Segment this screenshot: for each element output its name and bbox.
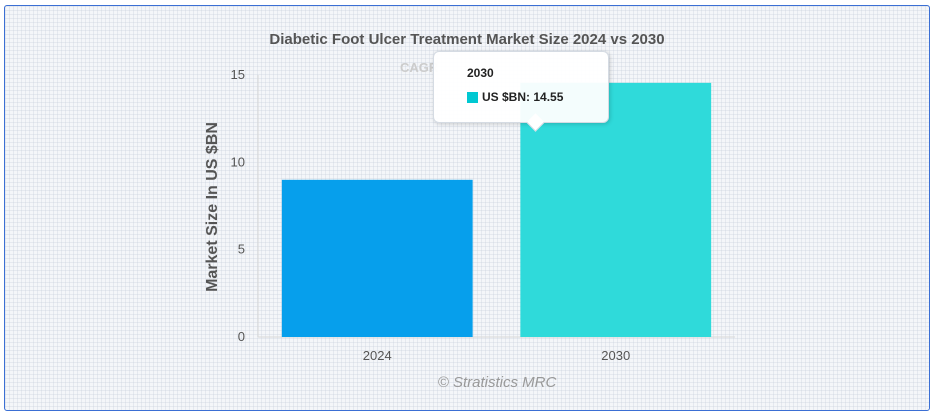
y-tick-label: 10: [231, 154, 245, 169]
tooltip-title: 2030: [467, 66, 494, 80]
y-tick-label: 0: [238, 329, 245, 344]
tooltip: 2030 US $BN: 14.55: [433, 51, 609, 123]
tooltip-row: US $BN: 14.55: [467, 90, 563, 104]
tooltip-swatch: [467, 91, 478, 103]
tooltip-value: 14.55: [533, 90, 564, 104]
y-tick-label: 5: [238, 242, 245, 257]
y-tick-label: 15: [231, 67, 245, 82]
bar-2030[interactable]: [520, 82, 712, 337]
x-tick-label: 2024: [363, 348, 392, 363]
tooltip-colon: :: [526, 90, 534, 104]
credit-text: © Stratistics MRC: [437, 374, 557, 391]
x-tick-label: 2030: [601, 348, 630, 363]
tooltip-series-label: US $BN: [482, 90, 527, 104]
chart-subtitle: CAGR: [400, 60, 439, 75]
bar-2024[interactable]: [281, 179, 473, 337]
chart-title: Diabetic Foot Ulcer Treatment Market Siz…: [269, 31, 665, 48]
